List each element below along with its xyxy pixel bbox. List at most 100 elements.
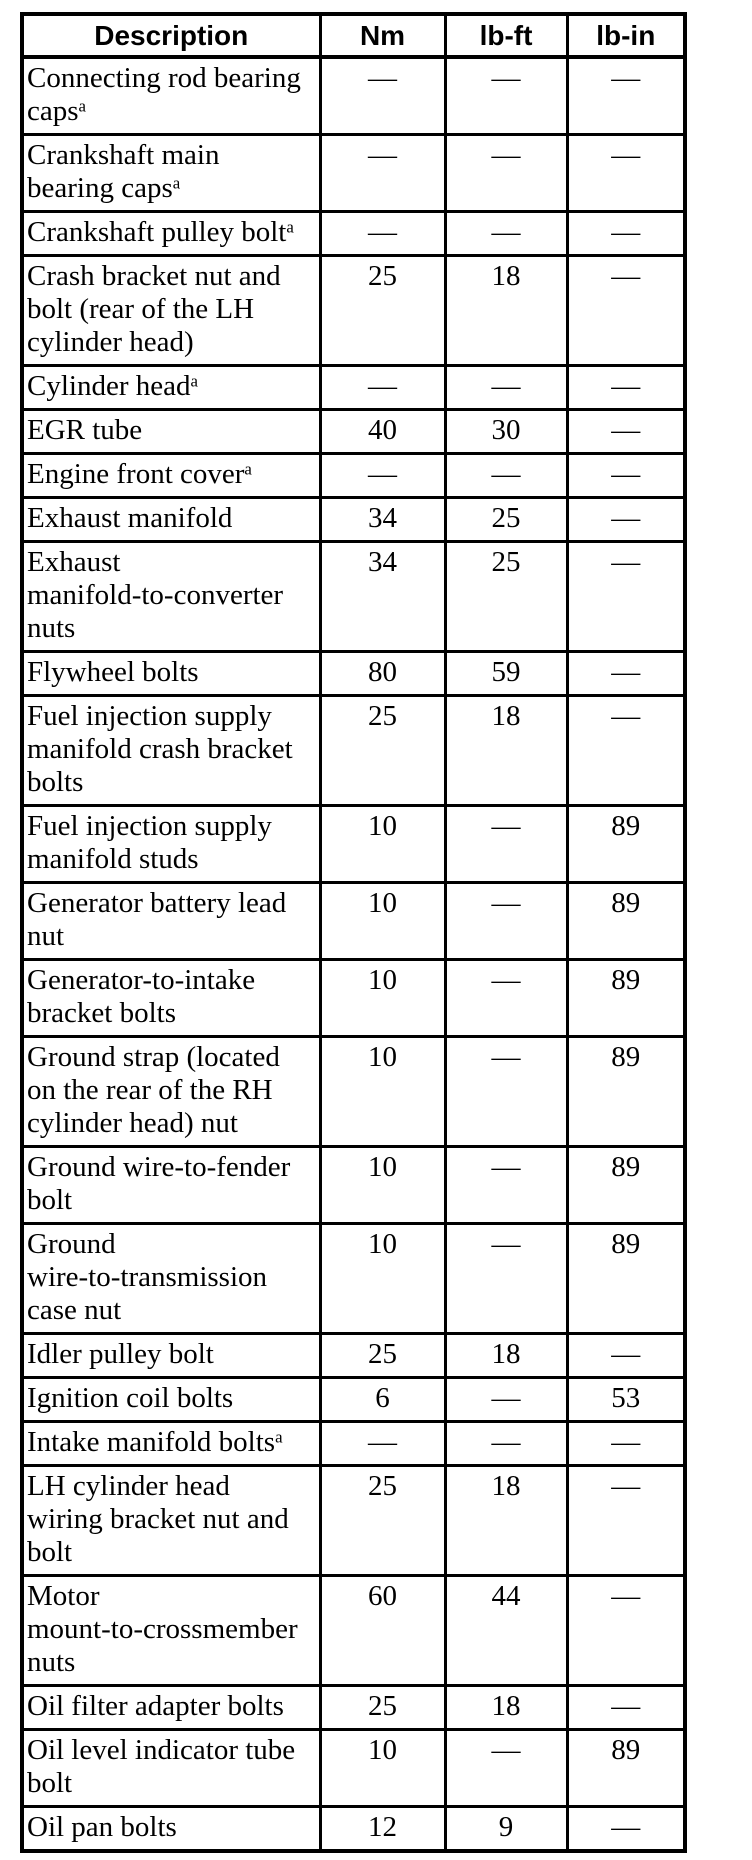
- description-cell: Fuel injection supply manifold crash bra…: [20, 694, 322, 807]
- nm-value-cell: 25: [318, 694, 447, 807]
- lb-in-value-cell: —: [565, 496, 687, 543]
- lb-in-value-cell: 89: [565, 1035, 687, 1148]
- table-body: Connecting rod bearing capsa — — — Crankshaf…: [20, 55, 687, 1853]
- lb-ft-value-cell: —: [443, 881, 569, 961]
- description-text: Ignition coil bolts: [27, 1382, 234, 1414]
- nm-value-cell: 40: [318, 408, 447, 455]
- nm-value-cell: 10: [318, 1035, 447, 1148]
- lb-in-value-cell: —: [565, 408, 687, 455]
- description-cell: Oil pan bolts: [20, 1805, 322, 1853]
- column-header-lb-in: lb-in: [565, 12, 687, 59]
- description-cell: Intake manifold boltsa: [20, 1420, 322, 1467]
- description-text: Generator-to-intake bracket bolts: [27, 964, 256, 1029]
- nm-value-cell: —: [318, 55, 447, 136]
- footnote-marker: a: [172, 173, 181, 193]
- description-cell: Idler pulley bolt: [20, 1332, 322, 1379]
- lb-ft-value-cell: 30: [443, 408, 569, 455]
- description-text: Motor mount-to-crossmember nuts: [27, 1580, 298, 1678]
- table-row: Intake manifold boltsa — — —: [20, 1420, 687, 1467]
- nm-value-cell: 25: [318, 1464, 447, 1577]
- description-cell: EGR tube: [20, 408, 322, 455]
- table-row: Ground strap (located on the rear of the…: [20, 1035, 687, 1148]
- table-row: Generator-to-intake bracket bolts 10—89: [20, 958, 687, 1038]
- table-row: Oil level indicator tube bolt 10—89: [20, 1728, 687, 1808]
- lb-in-value-cell: 89: [565, 1728, 687, 1808]
- nm-value-cell: —: [318, 452, 447, 499]
- nm-value-cell: 10: [318, 1145, 447, 1225]
- description-text: Ground wire-to-fender bolt: [27, 1151, 291, 1216]
- footnote-marker: a: [244, 459, 252, 479]
- table-row: Crankshaft main bearing capsa — — —: [20, 133, 687, 213]
- table-row: Generator battery lead nut 10—89: [20, 881, 687, 961]
- table-row: Flywheel bolts 80 59—: [20, 650, 687, 697]
- description-text: Oil filter adapter bolts: [27, 1690, 284, 1722]
- nm-value-cell: 10: [318, 958, 447, 1038]
- lb-in-value-cell: —: [565, 133, 687, 213]
- description-cell: Generator battery lead nut: [20, 881, 322, 961]
- lb-in-value-cell: —: [565, 452, 687, 499]
- description-text: Exhaust manifold-to-converter nuts: [27, 546, 284, 644]
- table-row: Exhaust manifold 34 25—: [20, 496, 687, 543]
- description-cell: Flywheel bolts: [20, 650, 322, 697]
- lb-ft-value-cell: —: [443, 55, 569, 136]
- table-row: Fuel injection supply manifold studs 10—8…: [20, 804, 687, 884]
- lb-in-value-cell: —: [565, 694, 687, 807]
- nm-value-cell: 25: [318, 1684, 447, 1731]
- lb-in-value-cell: —: [565, 1420, 687, 1467]
- description-cell: Crash bracket nut and bolt (rear of the …: [20, 254, 322, 367]
- description-text: Connecting rod bearing caps: [27, 62, 301, 127]
- lb-in-value-cell: 89: [565, 881, 687, 961]
- description-cell: Engine front covera: [20, 452, 322, 499]
- description-text: Idler pulley bolt: [27, 1338, 214, 1370]
- description-text: Intake manifold bolts: [27, 1426, 276, 1458]
- table-row: Engine front covera — — —: [20, 452, 687, 499]
- description-cell: Crankshaft pulley bolta: [20, 210, 322, 257]
- description-text: Fuel injection supply manifold crash bra…: [27, 700, 293, 798]
- description-cell: Ground wire-to-fender bolt: [20, 1145, 322, 1225]
- lb-in-value-cell: —: [565, 540, 687, 653]
- nm-value-cell: 6: [318, 1376, 447, 1423]
- lb-in-value-cell: —: [565, 1332, 687, 1379]
- table-row: Ignition coil bolts 6—53: [20, 1376, 687, 1423]
- lb-ft-value-cell: —: [443, 1145, 569, 1225]
- nm-value-cell: 34: [318, 496, 447, 543]
- description-cell: Oil filter adapter bolts: [20, 1684, 322, 1731]
- description-text: Crankshaft main bearing caps: [27, 139, 220, 204]
- description-cell: Connecting rod bearing capsa: [20, 55, 322, 136]
- lb-in-value-cell: 89: [565, 958, 687, 1038]
- nm-value-cell: 60: [318, 1574, 447, 1687]
- description-cell: Generator-to-intake bracket bolts: [20, 958, 322, 1038]
- lb-ft-value-cell: —: [443, 210, 569, 257]
- description-cell: Motor mount-to-crossmember nuts: [20, 1574, 322, 1687]
- lb-ft-value-cell: —: [443, 364, 569, 411]
- table-row: Exhaust manifold-to-converter nuts 34 25—: [20, 540, 687, 653]
- lb-ft-value-cell: —: [443, 1728, 569, 1808]
- table-row: Fuel injection supply manifold crash bra…: [20, 694, 687, 807]
- nm-value-cell: 10: [318, 1222, 447, 1335]
- description-text: Generator battery lead nut: [27, 887, 287, 952]
- lb-ft-value-cell: —: [443, 1035, 569, 1148]
- lb-ft-value-cell: 25: [443, 540, 569, 653]
- lb-ft-value-cell: —: [443, 133, 569, 213]
- lb-ft-value-cell: 18: [443, 254, 569, 367]
- table-row: Idler pulley bolt 25 18—: [20, 1332, 687, 1379]
- lb-ft-value-cell: 25: [443, 496, 569, 543]
- lb-in-value-cell: —: [565, 254, 687, 367]
- description-text: Fuel injection supply manifold studs: [27, 810, 272, 875]
- lb-in-value-cell: —: [565, 650, 687, 697]
- lb-ft-value-cell: —: [443, 804, 569, 884]
- lb-ft-value-cell: 59: [443, 650, 569, 697]
- table-row: Cylinder heada — — —: [20, 364, 687, 411]
- lb-ft-value-cell: 18: [443, 694, 569, 807]
- description-text: Oil pan bolts: [27, 1811, 177, 1843]
- lb-in-value-cell: —: [565, 1464, 687, 1577]
- description-text: Exhaust manifold: [27, 502, 233, 534]
- description-text: Cylinder head: [27, 370, 191, 402]
- lb-in-value-cell: 89: [565, 1222, 687, 1335]
- table-row: Oil pan bolts 12 9—: [20, 1805, 687, 1853]
- table-row: Motor mount-to-crossmember nuts 60 44—: [20, 1574, 687, 1687]
- footnote-marker: a: [286, 217, 294, 237]
- nm-value-cell: —: [318, 133, 447, 213]
- column-header-lb-ft: lb-ft: [443, 12, 569, 59]
